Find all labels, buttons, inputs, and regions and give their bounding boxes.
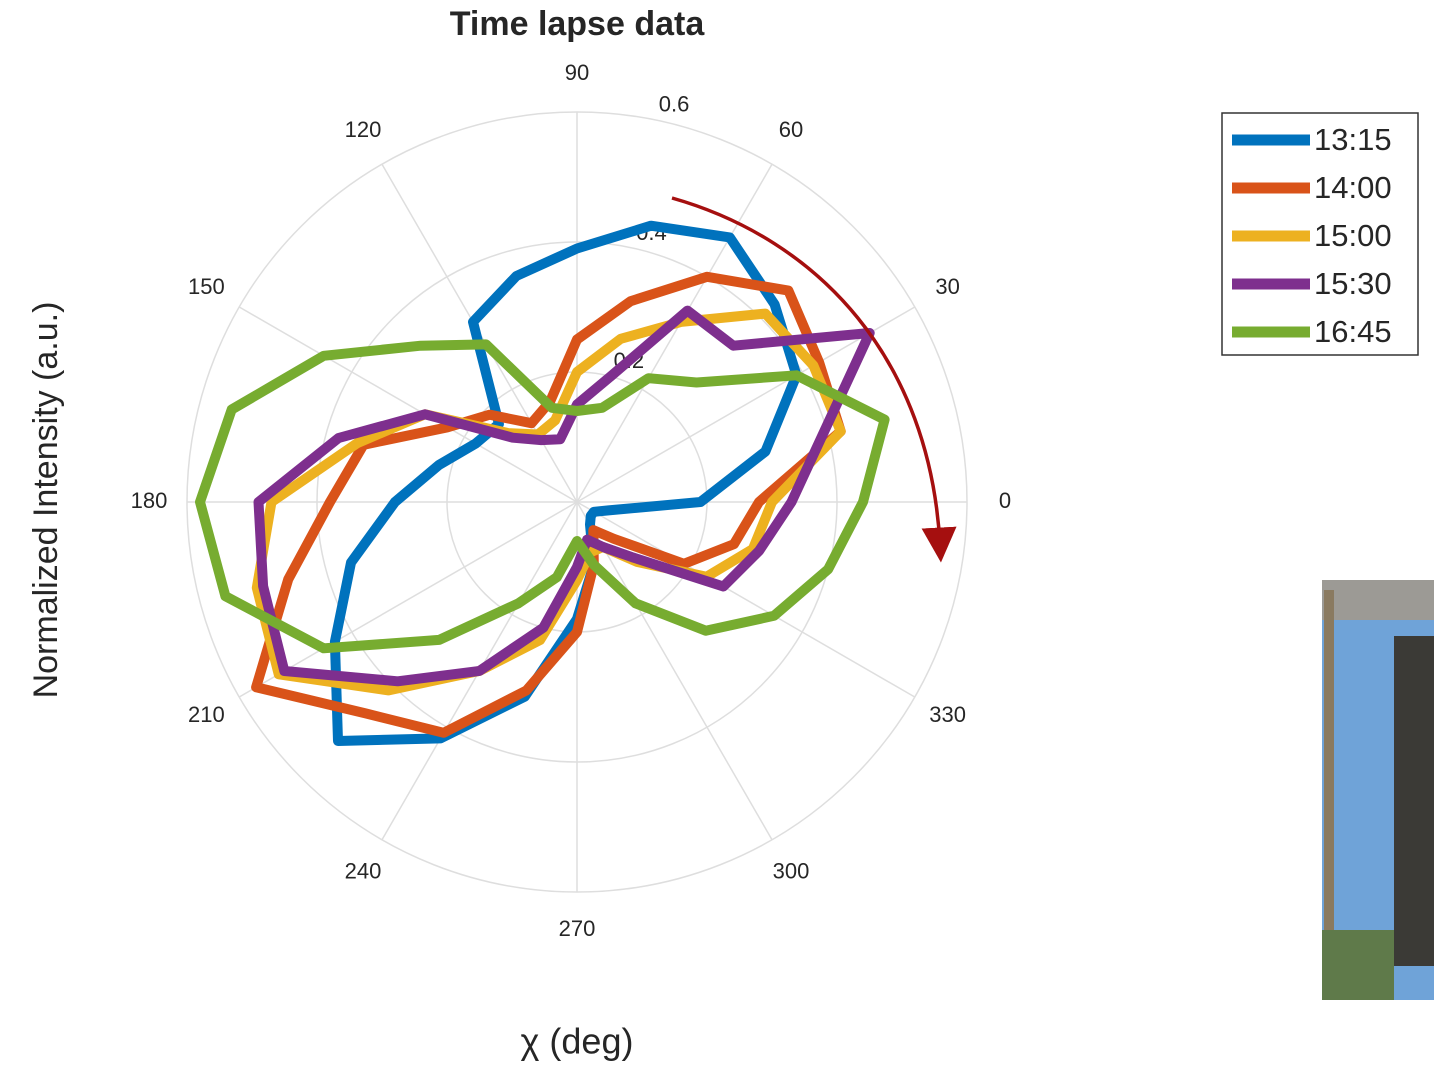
- photo-top: [1322, 580, 1434, 620]
- legend-label: 15:30: [1314, 266, 1392, 301]
- theta-tick-label: 150: [188, 274, 225, 299]
- legend-label: 16:45: [1314, 314, 1392, 349]
- curves: [200, 226, 885, 741]
- theta-tick-label: 300: [773, 858, 810, 883]
- photo-trees: [1322, 930, 1394, 1000]
- r-tick-label: 0.6: [659, 92, 690, 117]
- chart: Time lapse data Normalized Intensity (a.…: [0, 0, 1434, 1074]
- legend-label: 15:00: [1314, 218, 1392, 253]
- legend-label: 13:15: [1314, 122, 1392, 157]
- theta-tick-label: 270: [559, 916, 596, 941]
- legend-label: 14:00: [1314, 170, 1392, 205]
- y-axis-label: Normalized Intensity (a.u.): [27, 302, 65, 699]
- theta-tick-label: 330: [929, 702, 966, 727]
- theta-tick-label: 120: [345, 117, 382, 142]
- grid-spoke: [577, 164, 772, 502]
- chart-title: Time lapse data: [450, 5, 706, 43]
- photo: [1322, 580, 1434, 1000]
- theta-tick-label: 180: [131, 488, 168, 513]
- theta-tick-label: 0: [999, 488, 1011, 513]
- photo-panel: [1394, 636, 1434, 966]
- legend: 13:15 14:00 15:00 15:30 16:45: [1222, 113, 1418, 355]
- theta-tick-label: 60: [779, 117, 803, 142]
- theta-tick-label: 240: [345, 858, 382, 883]
- theta-tick-label: 210: [188, 702, 225, 727]
- theta-tick-label: 30: [935, 274, 959, 299]
- x-axis-label: χ (deg): [521, 1021, 634, 1062]
- theta-tick-label: 90: [565, 60, 589, 85]
